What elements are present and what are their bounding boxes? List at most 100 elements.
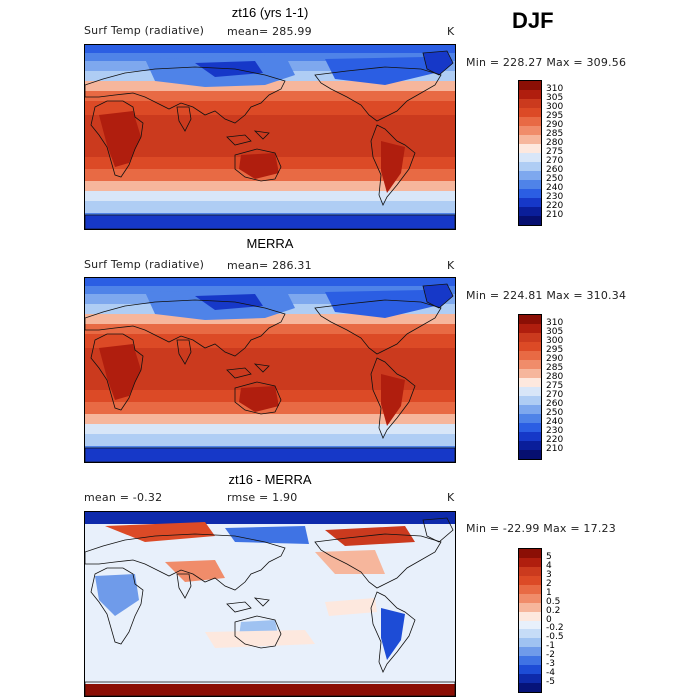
colorbar-tick-label: 280 bbox=[546, 372, 564, 382]
colorbar-tick-label: 240 bbox=[546, 183, 564, 193]
colorbar-tick-label: 275 bbox=[546, 381, 564, 391]
panel-3-mean: mean = -0.32 bbox=[84, 491, 163, 504]
colorbar-swatch bbox=[519, 611, 541, 621]
colorbar-tick-label: 285 bbox=[546, 363, 564, 373]
colorbar-tick-label: 295 bbox=[546, 345, 564, 355]
panel-1-mean: mean= 285.99 bbox=[227, 25, 312, 38]
colorbar-tick-label: 305 bbox=[546, 327, 564, 337]
colorbar-tick-label: 290 bbox=[546, 354, 564, 364]
panel-3-map bbox=[84, 511, 456, 697]
colorbar-tick-label: 250 bbox=[546, 174, 564, 184]
colorbar-tick-label: 220 bbox=[546, 435, 564, 445]
colorbar-swatch bbox=[519, 656, 541, 666]
colorbar-swatch bbox=[519, 575, 541, 585]
colorbar-tick-label: 275 bbox=[546, 147, 564, 157]
colorbar-swatch bbox=[519, 674, 541, 684]
colorbar-swatch bbox=[519, 369, 541, 378]
colorbar-swatch bbox=[519, 584, 541, 594]
season-label: DJF bbox=[512, 8, 554, 33]
colorbar-swatch bbox=[519, 153, 541, 162]
colorbar-swatch bbox=[519, 638, 541, 648]
colorbar-tick-label: 310 bbox=[546, 84, 564, 94]
colorbar-swatch bbox=[519, 629, 541, 639]
panel-2-title: MERRA bbox=[246, 236, 294, 251]
colorbar-swatch bbox=[519, 171, 541, 180]
panel-2-field: Surf Temp (radiative) bbox=[84, 258, 205, 271]
colorbar-swatch bbox=[519, 557, 541, 567]
colorbar-swatch bbox=[519, 566, 541, 576]
colorbar-swatch bbox=[519, 387, 541, 396]
panel-3-title: zt16 - MERRA bbox=[228, 472, 312, 487]
colorbar-swatch bbox=[519, 207, 541, 216]
panel-2-unit: K bbox=[447, 259, 455, 272]
colorbar-tick-label: 210 bbox=[546, 444, 564, 454]
panel-2-colorbar bbox=[518, 314, 542, 460]
colorbar-swatch bbox=[519, 432, 541, 441]
colorbar-swatch bbox=[519, 216, 541, 225]
colorbar-tick-label: 4 bbox=[546, 560, 552, 571]
colorbar-tick-label: -0.2 bbox=[546, 623, 564, 634]
panel-1-title: zt16 (yrs 1-1) bbox=[231, 5, 309, 20]
colorbar-swatch bbox=[519, 647, 541, 657]
colorbar-swatch bbox=[519, 378, 541, 387]
colorbar-swatch bbox=[519, 180, 541, 189]
colorbar-swatch bbox=[519, 108, 541, 117]
colorbar-swatch bbox=[519, 144, 541, 153]
colorbar-tick-label: 310 bbox=[546, 318, 564, 328]
colorbar-swatch bbox=[519, 423, 541, 432]
colorbar-swatch bbox=[519, 81, 541, 90]
colorbar-tick-label: 295 bbox=[546, 111, 564, 121]
colorbar-tick-label: -1 bbox=[546, 641, 555, 652]
colorbar-swatch bbox=[519, 324, 541, 333]
colorbar-swatch bbox=[519, 162, 541, 171]
colorbar-tick-label: 300 bbox=[546, 336, 564, 346]
colorbar-tick-label: 0 bbox=[546, 614, 552, 625]
colorbar-swatch bbox=[519, 315, 541, 324]
colorbar-swatch bbox=[519, 396, 541, 405]
colorbar-tick-label: 250 bbox=[546, 408, 564, 418]
colorbar-tick-label: 270 bbox=[546, 390, 564, 400]
colorbar-swatch bbox=[519, 683, 541, 692]
colorbar-tick-label: 210 bbox=[546, 210, 564, 220]
colorbar-tick-label: 3 bbox=[546, 569, 552, 580]
colorbar-tick-label: -4 bbox=[546, 668, 555, 679]
colorbar-tick-label: 260 bbox=[546, 399, 564, 409]
colorbar-swatch bbox=[519, 665, 541, 675]
colorbar-swatch bbox=[519, 602, 541, 612]
colorbar-tick-label: 0.5 bbox=[546, 596, 561, 607]
colorbar-tick-label: 230 bbox=[546, 426, 564, 436]
colorbar-swatch bbox=[519, 126, 541, 135]
colorbar-tick-label: -5 bbox=[546, 677, 555, 688]
panel-1-range: Min = 228.27 Max = 309.56 bbox=[466, 56, 627, 69]
colorbar-swatch bbox=[519, 189, 541, 198]
colorbar-swatch bbox=[519, 99, 541, 108]
colorbar-tick-label: 260 bbox=[546, 165, 564, 175]
colorbar-swatch bbox=[519, 90, 541, 99]
panel-1-map bbox=[84, 44, 456, 230]
colorbar-swatch bbox=[519, 135, 541, 144]
colorbar-swatch bbox=[519, 360, 541, 369]
colorbar-swatch bbox=[519, 620, 541, 630]
colorbar-tick-label: -3 bbox=[546, 659, 555, 670]
colorbar-swatch bbox=[519, 414, 541, 423]
colorbar-tick-label: -2 bbox=[546, 650, 555, 661]
colorbar-swatch bbox=[519, 405, 541, 414]
colorbar-tick-label: 240 bbox=[546, 417, 564, 427]
colorbar-swatch bbox=[519, 342, 541, 351]
panel-1-colorbar bbox=[518, 80, 542, 226]
colorbar-swatch bbox=[519, 593, 541, 603]
colorbar-swatch bbox=[519, 450, 541, 459]
panel-3-rmse: rmse = 1.90 bbox=[227, 491, 298, 504]
colorbar-swatch bbox=[519, 351, 541, 360]
colorbar-tick-label: 285 bbox=[546, 129, 564, 139]
colorbar-tick-label: 290 bbox=[546, 120, 564, 130]
panel-3-colorbar bbox=[518, 548, 542, 693]
panel-3-unit: K bbox=[447, 491, 455, 504]
colorbar-tick-label: 300 bbox=[546, 102, 564, 112]
panel-1-unit: K bbox=[447, 25, 455, 38]
panel-1-field: Surf Temp (radiative) bbox=[84, 24, 205, 37]
panel-2-mean: mean= 286.31 bbox=[227, 259, 312, 272]
colorbar-tick-label: 280 bbox=[546, 138, 564, 148]
colorbar-tick-label: 220 bbox=[546, 201, 564, 211]
colorbar-tick-label: 305 bbox=[546, 93, 564, 103]
